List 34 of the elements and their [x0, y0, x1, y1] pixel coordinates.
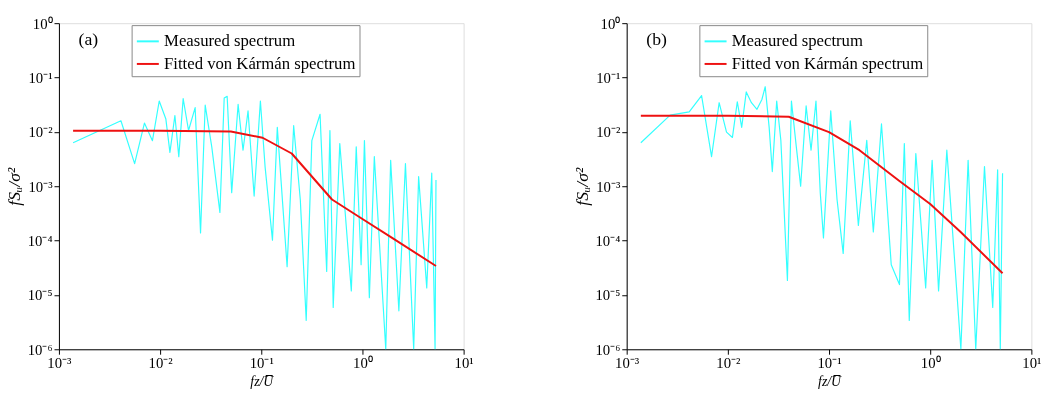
- y-axis-title: fSᵤ/σ²: [3, 167, 24, 206]
- y-tick-label: 10⁻⁴: [595, 232, 621, 249]
- x-tick-label: 10⁻³: [615, 355, 640, 372]
- y-tick-label: 10⁻²: [596, 124, 621, 141]
- x-tick-label: 10⁻³: [47, 355, 73, 372]
- legend-label: Measured spectrum: [164, 31, 296, 51]
- y-tick-label: 10⁻⁶: [27, 341, 53, 358]
- y-tick-label: 10⁰: [600, 15, 621, 32]
- x-tick-label: 10¹: [1022, 355, 1042, 372]
- legend-label: Fitted von Kármán spectrum: [731, 53, 924, 73]
- annotation: (b): [646, 28, 668, 49]
- x-axis-title: fz/U̅: [818, 374, 843, 390]
- x-tick-label: 10⁻¹: [249, 355, 274, 372]
- annotation: (a): [78, 28, 99, 49]
- y-tick-label: 10⁻¹: [596, 69, 621, 86]
- x-tick-label: 10⁰: [920, 355, 941, 372]
- x-tick-label: 10¹: [454, 355, 474, 372]
- x-tick-label: 10⁻²: [148, 355, 174, 372]
- legend-label: Fitted von Kármán spectrum: [164, 53, 356, 73]
- y-tick-label: 10⁻²: [28, 124, 54, 141]
- y-axis-title: fSᵤ/σ²: [571, 167, 592, 206]
- y-tick-label: 10⁻⁵: [595, 287, 621, 304]
- x-tick-label: 10⁰: [353, 355, 373, 372]
- x-tick-label: 10⁻¹: [817, 355, 842, 372]
- y-tick-label: 10⁻³: [28, 178, 54, 195]
- y-tick-label: 10⁻⁴: [27, 232, 53, 249]
- y-tick-label: 10⁻¹: [28, 69, 53, 86]
- y-tick-label: 10⁰: [32, 15, 53, 32]
- y-tick-label: 10⁻⁶: [595, 341, 621, 358]
- y-tick-label: 10⁻³: [596, 178, 621, 195]
- x-tick-label: 10⁻²: [716, 355, 741, 372]
- legend-label: Measured spectrum: [731, 31, 863, 51]
- y-tick-label: 10⁻⁵: [27, 287, 53, 304]
- x-axis-title: fz/U̅: [250, 374, 275, 390]
